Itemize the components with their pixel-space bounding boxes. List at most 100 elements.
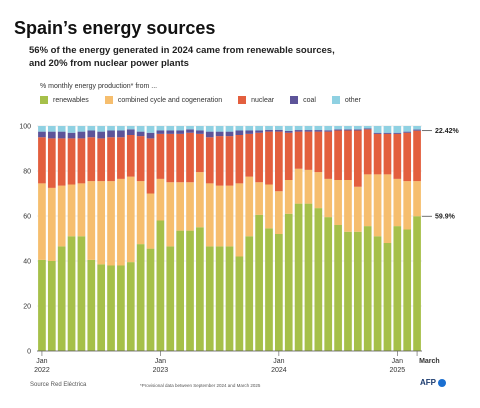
x-tick-label-month-38: March: [419, 358, 440, 365]
bar-coal-24: [275, 129, 283, 132]
x-tick-label-year-0: 2022: [34, 367, 50, 374]
bar-combined-32: [353, 186, 362, 232]
bar-other-26: [294, 126, 303, 131]
bar-nuclear-10: [136, 136, 145, 182]
bar-coal-10: [136, 131, 145, 137]
bar-combined-30: [334, 180, 342, 225]
bar-other-17: [205, 126, 214, 132]
bar-nuclear-11: [146, 138, 155, 194]
bar-nuclear-29: [324, 131, 333, 179]
bar-nuclear-27: [304, 131, 313, 170]
source-note: Source Red Eléctrica: [30, 382, 87, 388]
bar-nuclear-2: [57, 138, 66, 186]
legend-label-coal: coal: [303, 96, 316, 104]
bar-combined-22: [255, 182, 263, 215]
bar-renewables-5: [87, 259, 96, 351]
bar-combined-27: [304, 169, 313, 204]
bar-combined-31: [344, 180, 352, 232]
bar-other-11: [146, 126, 155, 133]
legend-swatch-nuclear: [238, 96, 247, 104]
bar-renewables-1: [47, 261, 56, 351]
bar-nuclear-37: [403, 132, 412, 182]
bar-nuclear-19: [225, 136, 234, 186]
bar-combined-11: [146, 193, 155, 249]
legend-item-other: other: [331, 96, 361, 104]
bar-renewables-21: [245, 236, 254, 351]
bar-other-2: [57, 126, 66, 132]
bar-combined-23: [265, 184, 273, 229]
bar-combined-28: [314, 172, 323, 209]
bar-other-16: [196, 126, 204, 131]
bar-other-30: [334, 126, 342, 130]
bar-combined-9: [126, 176, 135, 263]
bar-nuclear-34: [373, 133, 382, 175]
bar-coal-0: [38, 131, 46, 138]
bar-renewables-32: [353, 231, 362, 351]
bar-coal-6: [97, 131, 106, 139]
bar-renewables-30: [334, 225, 342, 351]
bar-renewables-16: [196, 227, 204, 351]
bar-renewables-4: [77, 236, 86, 351]
bar-other-35: [383, 126, 392, 133]
bar-other-23: [265, 126, 273, 130]
bar-renewables-10: [136, 244, 145, 351]
x-tick-label-year-36: 2025: [390, 367, 406, 374]
bar-renewables-3: [67, 236, 76, 351]
bar-renewables-35: [383, 243, 392, 351]
bar-combined-13: [166, 182, 175, 247]
afp-logo: AFP: [420, 378, 446, 387]
bar-renewables-34: [373, 236, 382, 351]
bar-nuclear-28: [314, 131, 323, 173]
bar-other-27: [304, 126, 313, 131]
bar-nuclear-7: [107, 137, 115, 182]
y-tick-label-20: 20: [23, 304, 31, 311]
bar-combined-2: [57, 185, 66, 247]
y-tick-label-80: 80: [23, 169, 31, 176]
bar-coal-18: [215, 131, 224, 137]
bar-coal-27: [304, 130, 313, 132]
bar-nuclear-9: [126, 135, 135, 177]
bar-other-12: [156, 126, 165, 131]
bar-coal-15: [186, 129, 194, 133]
bar-renewables-27: [304, 203, 313, 351]
bar-combined-6: [97, 181, 106, 265]
bar-combined-3: [67, 184, 76, 237]
bar-renewables-28: [314, 208, 323, 351]
bar-coal-12: [156, 130, 165, 134]
bar-other-15: [186, 126, 194, 130]
bar-other-25: [284, 126, 293, 131]
bar-coal-32: [353, 129, 362, 131]
bar-other-24: [275, 126, 283, 130]
bar-combined-17: [205, 183, 214, 247]
bar-other-29: [324, 126, 333, 131]
bar-nuclear-6: [97, 138, 106, 182]
bar-renewables-9: [126, 262, 135, 351]
bar-combined-12: [156, 178, 165, 221]
bar-combined-21: [245, 176, 254, 237]
bar-combined-10: [136, 181, 145, 245]
bar-coal-21: [245, 130, 254, 134]
bar-coal-2: [57, 131, 66, 139]
bar-renewables-7: [107, 265, 115, 351]
bar-other-36: [393, 126, 402, 133]
bar-other-33: [363, 126, 372, 129]
bar-renewables-14: [176, 230, 184, 351]
bar-nuclear-12: [156, 133, 165, 179]
bar-coal-4: [77, 131, 86, 139]
bar-other-22: [255, 126, 263, 131]
y-tick-label-60: 60: [23, 214, 31, 221]
bar-coal-38: [413, 129, 421, 131]
bar-combined-4: [77, 183, 86, 237]
bar-other-10: [136, 126, 145, 132]
bar-coal-17: [205, 131, 214, 138]
y-tick-label-100: 100: [19, 124, 31, 131]
bar-combined-36: [393, 178, 402, 227]
bar-combined-25: [284, 180, 293, 214]
bar-other-9: [126, 126, 135, 130]
x-tick-label-month-24: Jan: [273, 358, 284, 365]
bar-combined-24: [275, 191, 283, 234]
legend-label-renewables: renewables: [53, 96, 89, 104]
bar-coal-1: [47, 131, 56, 139]
bar-renewables-19: [225, 246, 234, 351]
